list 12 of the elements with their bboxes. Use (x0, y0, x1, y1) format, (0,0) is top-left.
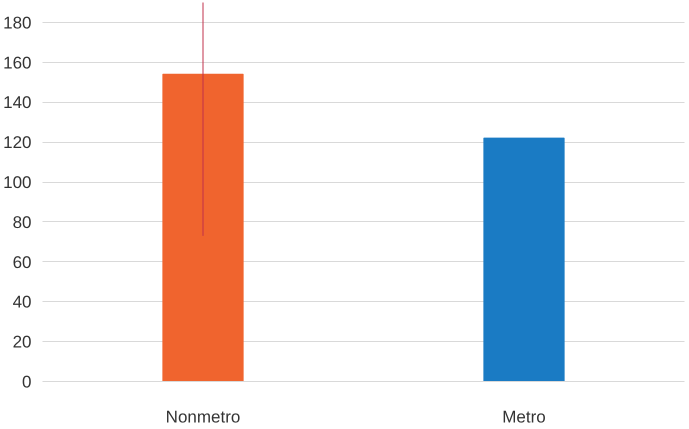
y-tick-label: 120 (3, 133, 32, 152)
y-tick-label: 0 (22, 372, 32, 392)
y-tick-label: 180 (3, 13, 32, 32)
y-tick-label: 160 (3, 53, 32, 72)
y-tick-label: 140 (3, 93, 32, 112)
y-tick-label: 40 (12, 292, 32, 312)
y-tick-label: 20 (12, 332, 32, 352)
x-tick-label: Nonmetro (166, 408, 240, 426)
y-tick-label: 60 (12, 252, 32, 272)
x-tick-label: Metro (502, 408, 546, 426)
y-tick-label: 100 (3, 173, 32, 192)
y-tick-label: 80 (12, 212, 32, 232)
